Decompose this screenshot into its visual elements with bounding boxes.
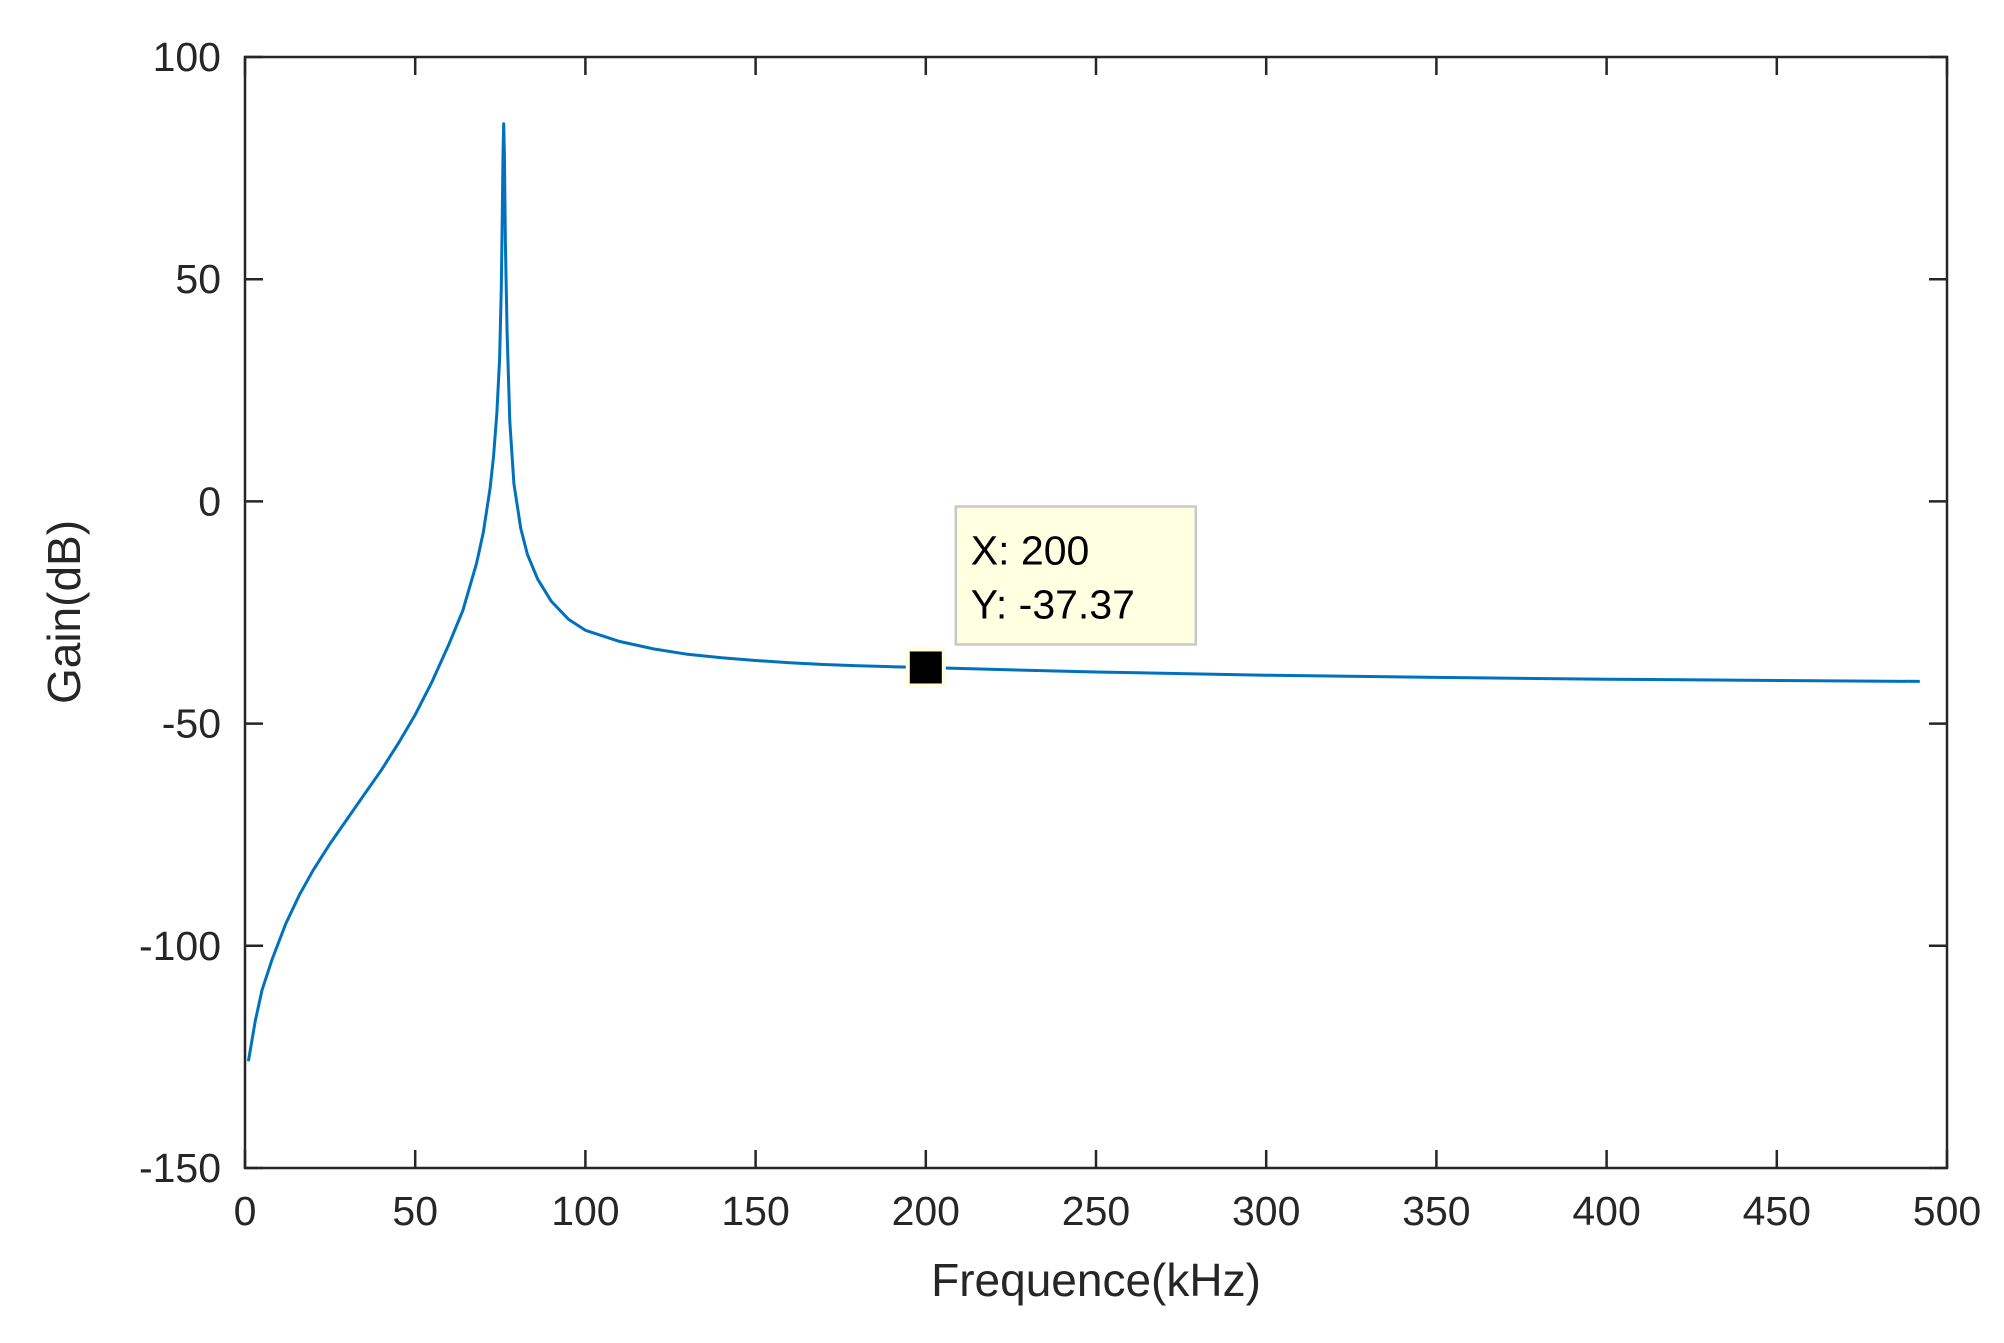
y-tick-label: -100	[139, 923, 221, 969]
x-tick-label: 300	[1232, 1188, 1300, 1234]
x-tick-label: 450	[1743, 1188, 1811, 1234]
y-tick-label: 100	[153, 34, 221, 80]
y-tick-label: -150	[139, 1145, 221, 1191]
x-tick-label: 350	[1402, 1188, 1470, 1234]
datatip-box[interactable]	[954, 505, 1198, 646]
datatip-y-text: Y: -37.37	[971, 581, 1135, 627]
x-tick-label: 150	[721, 1188, 789, 1234]
y-tick-label: 0	[198, 478, 221, 524]
x-tick-label: 200	[892, 1188, 960, 1234]
datatip-marker[interactable]	[909, 651, 942, 684]
x-tick-label: 500	[1913, 1188, 1981, 1234]
x-tick-label: 50	[392, 1188, 438, 1234]
x-tick-label: 0	[234, 1188, 257, 1234]
plot-box	[243, 55, 1949, 1170]
series-line	[246, 122, 1920, 1062]
x-tick-label: 400	[1572, 1188, 1640, 1234]
y-tick-label: -50	[162, 701, 221, 747]
x-tick-label: 250	[1062, 1188, 1130, 1234]
y-axis-label: Gain(dB)	[38, 520, 90, 704]
y-tick-label: 50	[175, 256, 221, 302]
datatip-x-text: X: 200	[971, 527, 1090, 573]
x-tick-label: 100	[551, 1188, 619, 1234]
x-axis-label: Frequence(kHz)	[931, 1254, 1261, 1306]
